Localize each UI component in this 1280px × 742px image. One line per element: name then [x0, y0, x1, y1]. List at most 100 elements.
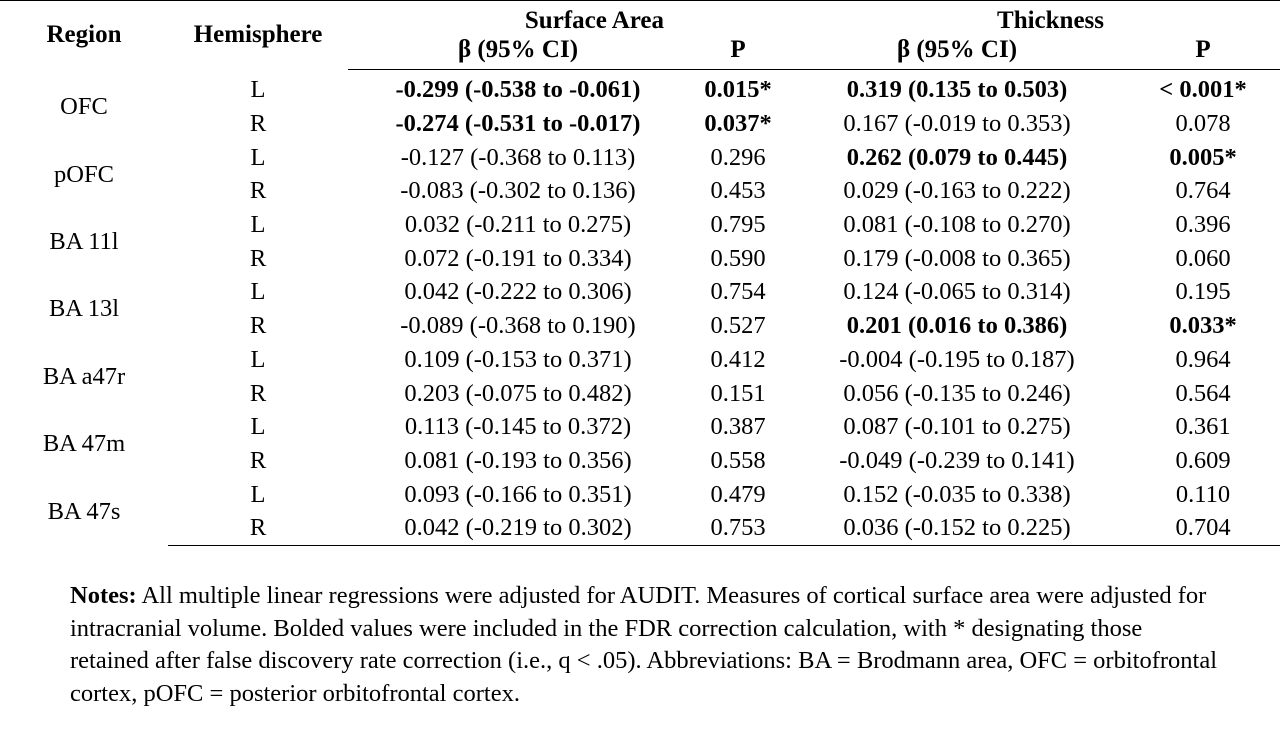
header-row-subcolumns: β (95% CI) P β (95% CI) P — [0, 35, 1280, 70]
table-row: R 0.042 (-0.219 to 0.302) 0.753 0.036 (-0.1… — [0, 510, 1280, 546]
surface-area-p-cell: 0.590 — [710, 244, 766, 272]
thickness-beta-cell: 0.179 (-0.008 to 0.365) — [843, 244, 1071, 272]
hemisphere-cell: L — [250, 143, 266, 171]
region-column-header: Region — [0, 0, 168, 70]
surface-area-p-cell: 0.412 — [710, 345, 766, 373]
thickness-group-header: Thickness — [788, 0, 1126, 35]
surface-area-p-cell: 0.387 — [710, 413, 766, 441]
hemisphere-cell: L — [250, 278, 266, 306]
thickness-p-cell: 0.964 — [1175, 345, 1231, 373]
thickness-beta-cell: 0.056 (-0.135 to 0.246) — [843, 379, 1071, 407]
surface-area-beta-cell: 0.113 (-0.145 to 0.372) — [404, 413, 632, 441]
hemisphere-cell: L — [250, 76, 266, 104]
thickness-beta-cell: 0.201 (0.016 to 0.386) — [846, 312, 1068, 340]
hemisphere-cell: R — [249, 312, 267, 340]
region-cell: BA 47m — [42, 430, 126, 458]
surface-area-beta-cell: -0.089 (-0.368 to 0.190) — [400, 312, 636, 340]
surface-area-p-header: P — [688, 35, 788, 70]
thickness-beta-cell: 0.087 (-0.101 to 0.275) — [843, 413, 1071, 441]
thickness-p-cell: 0.110 — [1175, 480, 1231, 508]
thickness-p-header: P — [1126, 35, 1280, 70]
table-row: R -0.089 (-0.368 to 0.190) 0.527 0.201 (0.0… — [0, 309, 1280, 343]
thickness-group-spacer — [1126, 0, 1280, 35]
table-notes: Notes: All multiple linear regressions w… — [70, 580, 1220, 710]
table-row: R 0.081 (-0.193 to 0.356) 0.558 -0.049 (-0.… — [0, 444, 1280, 478]
header-row-groups: Region Hemisphere Surface Area Thickness — [0, 0, 1280, 70]
surface-area-p-cell: 0.795 — [710, 211, 766, 239]
table-body: OFC L -0.299 (-0.538 to -0.061) 0.015* 0.319… — [0, 70, 1280, 546]
surface-area-group-spacer — [688, 0, 788, 35]
surface-area-p-cell: 0.527 — [710, 312, 766, 340]
thickness-beta-cell: 0.319 (0.135 to 0.503) — [846, 76, 1068, 104]
hemisphere-cell: L — [250, 480, 266, 508]
hemisphere-cell: L — [250, 345, 266, 373]
region-cell: OFC — [60, 92, 108, 120]
regression-results-table: Region Hemisphere Surface Area Thickness… — [0, 0, 1280, 546]
thickness-p-cell: 0.764 — [1175, 177, 1231, 205]
thickness-beta-cell: 0.036 (-0.152 to 0.225) — [788, 510, 1126, 546]
thickness-beta-header: β (95% CI) — [788, 35, 1126, 70]
table-row: R -0.274 (-0.531 to -0.017) 0.037* 0.167 (-… — [0, 107, 1280, 141]
table-row: pOFC L -0.127 (-0.368 to 0.113) 0.296 0.262 … — [0, 140, 1280, 188]
region-cell: BA 11l — [49, 227, 119, 255]
region-cell: BA a47r — [42, 362, 126, 390]
surface-area-beta-cell: -0.299 (-0.538 to -0.061) — [395, 76, 641, 104]
surface-area-beta-cell: 0.032 (-0.211 to 0.275) — [404, 211, 632, 239]
thickness-p-cell: 0.078 — [1175, 110, 1231, 138]
table-row: R -0.083 (-0.302 to 0.136) 0.453 0.029 (-0.… — [0, 174, 1280, 208]
surface-area-p-cell: 0.453 — [710, 177, 766, 205]
hemisphere-cell: R — [249, 446, 267, 474]
thickness-p-cell: 0.033* — [1169, 312, 1237, 340]
hemisphere-cell: L — [250, 413, 266, 441]
thickness-p-cell: 0.005* — [1169, 143, 1237, 171]
surface-area-group-header: Surface Area — [348, 0, 688, 35]
notes-label: Notes: — [70, 582, 137, 609]
thickness-p-cell: 0.195 — [1175, 278, 1231, 306]
surface-area-beta-header: β (95% CI) — [348, 35, 688, 70]
thickness-p-cell: 0.396 — [1175, 211, 1231, 239]
thickness-p-cell: 0.564 — [1175, 379, 1231, 407]
region-cell: BA 13l — [48, 295, 120, 323]
table-row: BA 11l L 0.032 (-0.211 to 0.275) 0.795 0.081… — [0, 208, 1280, 255]
surface-area-p-cell: 0.558 — [710, 446, 766, 474]
surface-area-p-cell: 0.037* — [704, 110, 772, 138]
thickness-beta-cell: 0.081 (-0.108 to 0.270) — [843, 211, 1071, 239]
surface-area-p-cell: 0.015* — [704, 76, 772, 104]
hemisphere-cell: R — [249, 244, 267, 272]
hemisphere-cell: R — [249, 110, 267, 138]
table-row: R 0.072 (-0.191 to 0.334) 0.590 0.179 (-0.0… — [0, 241, 1280, 275]
surface-area-p-cell: 0.296 — [710, 143, 766, 171]
surface-area-p-cell: 0.151 — [710, 379, 766, 407]
surface-area-beta-cell: 0.081 (-0.193 to 0.356) — [404, 446, 632, 474]
thickness-beta-cell: 0.152 (-0.035 to 0.338) — [843, 480, 1071, 508]
surface-area-beta-cell: 0.093 (-0.166 to 0.351) — [404, 480, 632, 508]
surface-area-beta-cell: 0.042 (-0.219 to 0.302) — [348, 510, 688, 546]
thickness-beta-cell: 0.029 (-0.163 to 0.222) — [843, 177, 1071, 205]
thickness-p-cell: 0.704 — [1126, 510, 1280, 546]
table-row: BA 13l L 0.042 (-0.222 to 0.306) 0.754 0.124… — [0, 275, 1280, 322]
thickness-beta-cell: 0.124 (-0.065 to 0.314) — [843, 278, 1071, 306]
hemisphere-cell: L — [250, 211, 266, 239]
surface-area-beta-cell: 0.042 (-0.222 to 0.306) — [404, 278, 632, 306]
surface-area-p-cell: 0.754 — [710, 278, 766, 306]
thickness-beta-cell: 0.167 (-0.019 to 0.353) — [843, 110, 1071, 138]
thickness-p-cell: 0.361 — [1175, 413, 1231, 441]
region-cell: BA 47s — [47, 497, 121, 525]
thickness-p-cell: 0.609 — [1175, 446, 1231, 474]
thickness-beta-cell: -0.004 (-0.195 to 0.187) — [839, 345, 1075, 373]
thickness-beta-cell: -0.049 (-0.239 to 0.141) — [839, 446, 1075, 474]
hemisphere-cell: R — [249, 379, 267, 407]
table-row: OFC L -0.299 (-0.538 to -0.061) 0.015* 0.319… — [0, 70, 1280, 120]
table-row: R 0.203 (-0.075 to 0.482) 0.151 0.056 (-0.1… — [0, 376, 1280, 410]
hemisphere-cell: R — [168, 510, 348, 546]
surface-area-beta-cell: 0.109 (-0.153 to 0.371) — [404, 345, 632, 373]
thickness-p-cell: < 0.001* — [1159, 76, 1247, 104]
results-table-container: Region Hemisphere Surface Area Thickness… — [0, 0, 1280, 546]
thickness-beta-cell: 0.262 (0.079 to 0.445) — [846, 143, 1068, 171]
region-cell: pOFC — [54, 160, 114, 188]
surface-area-beta-cell: -0.274 (-0.531 to -0.017) — [395, 110, 641, 138]
thickness-p-cell: 0.060 — [1175, 244, 1231, 272]
notes-text: All multiple linear regressions were adj… — [70, 582, 1218, 707]
surface-area-beta-cell: -0.083 (-0.302 to 0.136) — [400, 177, 636, 205]
table-row: BA a47r L 0.109 (-0.153 to 0.371) 0.412 -0.0… — [0, 343, 1280, 390]
